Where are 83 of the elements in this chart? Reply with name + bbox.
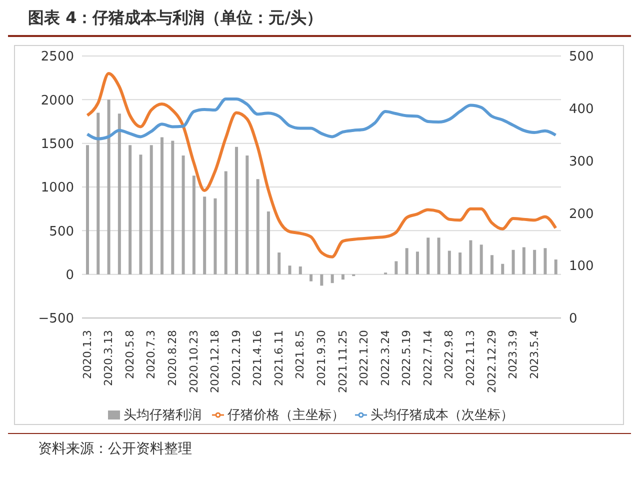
bar — [256, 179, 260, 274]
bar — [341, 274, 344, 280]
bar — [128, 145, 132, 274]
chart-title: 图表 4：仔猪成本与利润（单位：元/头） — [8, 8, 631, 37]
x-tick-label: 2022.3.24 — [378, 330, 392, 386]
bar — [107, 100, 110, 274]
bar — [192, 176, 196, 274]
x-tick-label: 2021.8.5 — [294, 330, 307, 379]
y2-tick-label: 100 — [569, 259, 594, 274]
bar — [171, 140, 174, 274]
x-tick-label: 2022.11.3 — [464, 330, 478, 386]
x-tick-label: 2023.5.4 — [528, 330, 541, 379]
y2-tick-label: 0 — [569, 312, 578, 327]
bar — [288, 266, 292, 274]
bar — [298, 266, 302, 274]
bar — [320, 274, 324, 286]
bar — [182, 156, 185, 274]
y2-tick-label: 200 — [569, 206, 594, 222]
text: 资料来源：公开资料整理 — [38, 440, 193, 458]
x-tick-label: 2021.4.16 — [251, 330, 264, 386]
line-series — [86, 72, 558, 258]
bar — [533, 250, 536, 274]
bar — [480, 244, 483, 274]
line-series — [86, 97, 558, 140]
bar — [469, 240, 472, 274]
legend-label: 头均仔猪利润 — [124, 408, 202, 423]
bar — [278, 252, 281, 274]
x-tick-label: 2020.3.13 — [102, 330, 116, 386]
y2-tick-label: 500 — [569, 50, 594, 65]
y2-tick-label: 300 — [569, 154, 594, 170]
bar — [554, 259, 558, 274]
bar — [118, 114, 121, 274]
x-tick-label: 2020.1.3 — [80, 330, 94, 379]
bar — [214, 198, 217, 274]
bar — [512, 250, 515, 274]
bar — [203, 196, 206, 274]
bar — [150, 145, 153, 274]
bar — [310, 274, 313, 282]
bar — [544, 248, 547, 274]
legend-label: 头均仔猪成本（次坐标） — [370, 408, 514, 423]
bar — [416, 252, 419, 274]
bar — [330, 274, 334, 284]
x-tick-label: 2021.9.30 — [315, 330, 328, 386]
x-tick-label: 2021.11.25 — [336, 330, 350, 393]
x-tick-label: 2021.6.11 — [272, 330, 286, 386]
y-tick-label: 1500 — [40, 136, 74, 152]
x-tick-label: 2023.3.9 — [506, 330, 520, 379]
bar — [490, 255, 494, 274]
bar — [86, 145, 89, 274]
x-tick-label: 2021.2.19 — [230, 330, 243, 386]
bar — [394, 261, 398, 274]
bar — [501, 264, 504, 274]
bar — [235, 146, 238, 274]
x-tick-label: 2020.8.28 — [166, 330, 179, 386]
legend-label: 仔猪价格（主坐标） — [228, 408, 344, 423]
bar — [458, 252, 462, 274]
y2-tick-label: 400 — [569, 102, 594, 118]
y-tick-label: 500 — [49, 224, 74, 240]
bar — [522, 247, 526, 274]
bar — [405, 248, 408, 274]
y-tick-label: 2500 — [40, 50, 74, 65]
bar — [437, 238, 440, 274]
x-tick-label: 2022.7.14 — [421, 330, 434, 386]
x-tick-label: 2020.5.8 — [123, 330, 136, 379]
x-tick-label: 2022.9.8 — [442, 330, 456, 379]
x-tick-label: 2020.10.23 — [187, 330, 200, 393]
bar — [160, 137, 164, 274]
x-tick-label: 2022.12.29 — [485, 330, 498, 393]
bar — [426, 238, 430, 274]
x-tick-label: 2022.5.19 — [400, 330, 414, 386]
bar — [266, 211, 270, 274]
bar — [448, 250, 451, 274]
bar — [139, 154, 142, 274]
bar — [246, 156, 249, 274]
y-tick-label: 1000 — [40, 180, 74, 196]
bar — [96, 112, 100, 274]
x-tick-label: 2020.12.18 — [208, 330, 222, 393]
y-tick-label: −500 — [38, 312, 74, 327]
x-tick-label: 2020.7.3 — [144, 330, 158, 379]
y-tick-label: 2000 — [40, 93, 74, 108]
bar — [224, 171, 228, 274]
y-tick-label: 0 — [66, 268, 74, 283]
x-tick-label: 2022.1.20 — [358, 330, 371, 386]
